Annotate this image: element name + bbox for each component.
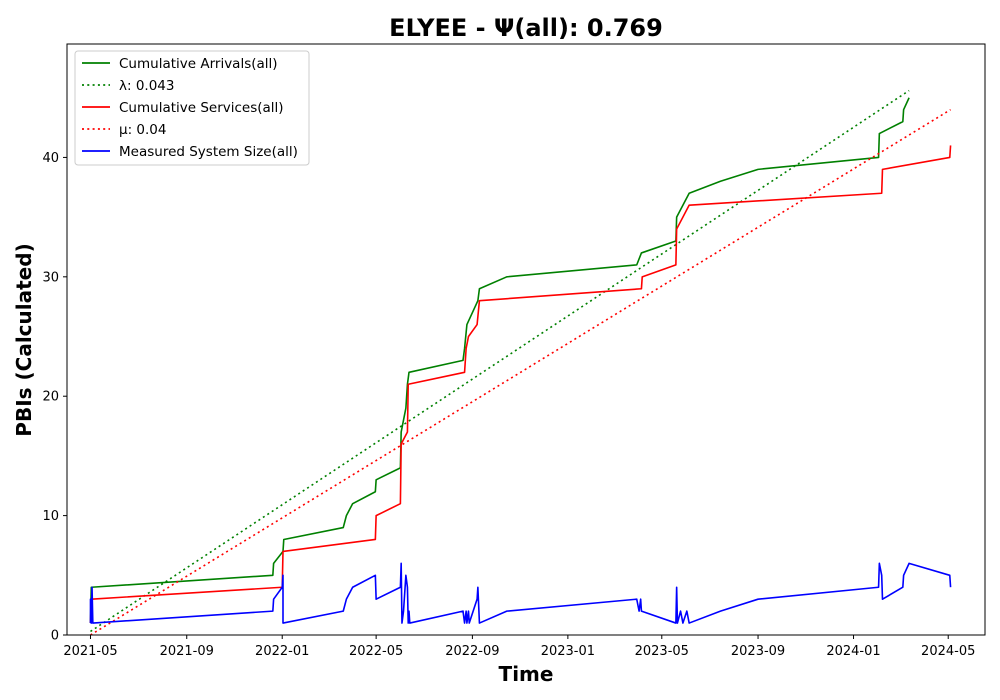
x-tick-label-2: 2022-01 [255,644,309,659]
legend-label-3: μ: 0.04 [119,122,167,138]
x-tick-label-5: 2023-01 [541,644,595,659]
legend: Cumulative Arrivals(all) λ: 0.043 Cumulati… [74,50,310,166]
x-axis-label: Time [499,662,554,686]
series-line-3 [90,108,951,636]
x-tick-label-6: 2023-05 [635,644,689,659]
x-tick-label-1: 2021-09 [160,644,214,659]
y-axis-label: PBIs (Calculated) [12,243,36,436]
plot-frame [66,43,986,636]
x-tick-label-4: 2022-09 [445,644,499,659]
legend-label-2: Cumulative Services(all) [119,100,284,116]
x-tick-label-0: 2021-05 [63,644,117,659]
x-tick-label-3: 2022-05 [349,644,403,659]
y-tick-label-1: 10 [42,509,59,524]
x-tick-label-7: 2023-09 [731,644,785,659]
series-line-1 [90,89,910,633]
series-layer [89,89,952,636]
legend-label-4: Measured System Size(all) [119,144,298,160]
series-line-0 [89,97,910,624]
chart-title: ELYEE - Ψ(all): 0.769 [389,14,663,42]
legend-label-1: λ: 0.043 [119,78,174,94]
x-axis: 2021-05 2021-09 2022-01 2022-05 2022-09 2023-… [63,635,975,659]
y-tick-label-2: 20 [42,390,59,405]
y-axis: 0 10 20 30 40 [42,151,67,644]
series-line-2 [89,145,952,624]
y-tick-label-3: 30 [42,270,59,285]
series-line-4 [89,562,952,624]
y-tick-label-4: 40 [42,151,59,166]
x-tick-label-9: 2024-05 [921,644,975,659]
y-tick-label-0: 0 [51,629,59,644]
legend-label-0: Cumulative Arrivals(all) [119,56,278,72]
x-tick-label-8: 2024-01 [826,644,880,659]
legend-frame [74,50,310,166]
